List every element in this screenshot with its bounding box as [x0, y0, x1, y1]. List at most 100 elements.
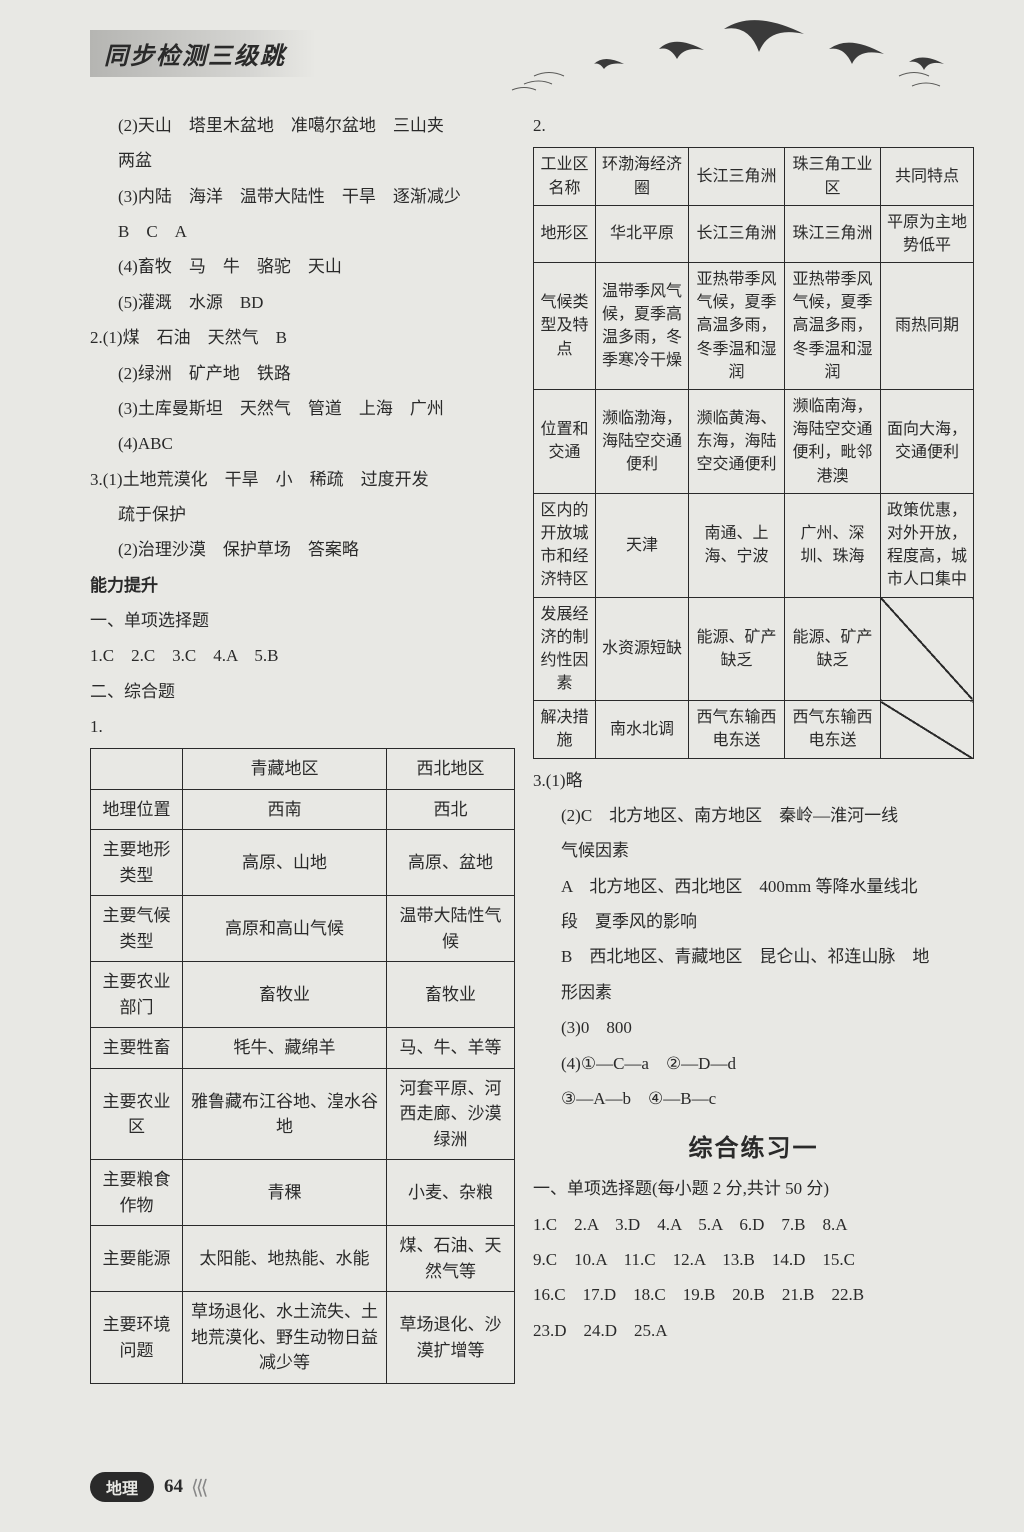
table-row: 主要农业区 雅鲁藏布江谷地、湟水谷地 河套平原、河西走廊、沙漠绿洲: [91, 1068, 515, 1160]
text-line: (3)内陆 海洋 温带大陆性 干旱 逐渐减少: [90, 179, 515, 214]
table-cell: 西气东输西电东送: [689, 701, 785, 758]
practice-answers: 一、单项选择题(每小题 2 分,共计 50 分) 1.C 2.A 3.D 4.A…: [533, 1171, 974, 1348]
table-cell: 主要农业区: [91, 1068, 183, 1160]
table-cell: 高原、山地: [183, 830, 387, 896]
text-line: (3)土库曼斯坦 天然气 管道 上海 广州: [90, 391, 515, 426]
comparison-table-2: 工业区名称 环渤海经济圈 长江三角洲 珠三角工业区 共同特点 地形区 华北平原 …: [533, 147, 974, 758]
table-cell: 煤、石油、天然气等: [387, 1226, 515, 1292]
table-cell: 气候类型及特点: [534, 263, 596, 390]
practice-title: 综合练习一: [533, 1128, 974, 1163]
comparison-table-1: 青藏地区 西北地区 地理位置 西南 西北 主要地形类型 高原、山地 高原、盆地 …: [90, 748, 515, 1384]
table-cell: 解决措施: [534, 701, 596, 758]
table-cell-diagonal: [880, 701, 973, 758]
table-cell: 位置和交通: [534, 390, 596, 494]
table-row: 地理位置 西南 西北: [91, 789, 515, 830]
table-cell: 亚热带季风气候，夏季高温多雨，冬季温和湿润: [784, 263, 880, 390]
table-cell: 地形区: [534, 205, 596, 262]
text-line: 3.(1)土地荒漠化 干旱 小 稀疏 过度开发: [90, 462, 515, 497]
text-line: B C A: [90, 214, 515, 249]
footer-page-number: 64: [164, 1476, 183, 1498]
table-cell: 主要牲畜: [91, 1028, 183, 1069]
table-row: 主要农业部门 畜牧业 畜牧业: [91, 962, 515, 1028]
text-line: 疏于保护: [90, 497, 515, 532]
table-cell: 长江三角洲: [689, 148, 785, 205]
page-title: 同步检测三级跳: [90, 30, 316, 77]
table-row: 主要环境问题 草场退化、水土流失、土地荒漠化、野生动物日益减少等 草场退化、沙漠…: [91, 1292, 515, 1384]
table-cell: 能源、矿产缺乏: [784, 597, 880, 701]
table-row: 主要地形类型 高原、山地 高原、盆地: [91, 830, 515, 896]
table-cell: 西北: [387, 789, 515, 830]
left-text-block: (2)天山 塔里木盆地 准噶尔盆地 三山夹 两盆 (3)内陆 海洋 温带大陆性 …: [90, 108, 515, 744]
table-row: 位置和交通 濒临渤海，海陆空交通便利 濒临黄海、东海，海陆空交通便利 濒临南海，…: [534, 390, 974, 494]
table-cell: 政策优惠，对外开放，程度高，城市人口集中: [880, 493, 973, 597]
table-cell: 平原为主地势低平: [880, 205, 973, 262]
table-cell: 华北平原: [596, 205, 689, 262]
text-line: (4)①—C—a ②—D—d: [533, 1046, 974, 1081]
text-line: 1.C 2.A 3.D 4.A 5.A 6.D 7.B 8.A: [533, 1207, 974, 1242]
table-row: 工业区名称 环渤海经济圈 长江三角洲 珠三角工业区 共同特点: [534, 148, 974, 205]
table-cell: 共同特点: [880, 148, 973, 205]
footer-subject-badge: 地理: [90, 1472, 154, 1502]
text-line: 3.(1)略: [533, 763, 974, 798]
table-cell: 青藏地区: [183, 749, 387, 790]
table-cell: 长江三角洲: [689, 205, 785, 262]
table-cell: 草场退化、沙漠扩增等: [387, 1292, 515, 1384]
table-cell: 西南: [183, 789, 387, 830]
table-row: 主要粮食作物 青稞 小麦、杂粮: [91, 1160, 515, 1226]
table-cell: 南水北调: [596, 701, 689, 758]
table-cell: 濒临南海，海陆空交通便利，毗邻港澳: [784, 390, 880, 494]
table-cell: 畜牧业: [183, 962, 387, 1028]
table-cell: 高原、盆地: [387, 830, 515, 896]
table-cell: 马、牛、羊等: [387, 1028, 515, 1069]
table-cell: 主要气候类型: [91, 896, 183, 962]
text-line: A 北方地区、西北地区 400mm 等降水量线北: [533, 869, 974, 904]
table-cell: 珠三角工业区: [784, 148, 880, 205]
table-row: 青藏地区 西北地区: [91, 749, 515, 790]
table-cell: 地理位置: [91, 789, 183, 830]
right-text-block: 3.(1)略 (2)C 北方地区、南方地区 秦岭—淮河一线 气候因素 A 北方地…: [533, 763, 974, 1117]
text-line: 段 夏季风的影响: [533, 904, 974, 939]
text-line: 9.C 10.A 11.C 12.A 13.B 14.D 15.C: [533, 1242, 974, 1277]
main-columns: (2)天山 塔里木盆地 准噶尔盆地 三山夹 两盆 (3)内陆 海洋 温带大陆性 …: [90, 108, 974, 1384]
text-line: (2)天山 塔里木盆地 准噶尔盆地 三山夹: [90, 108, 515, 143]
table-cell: 面向大海，交通便利: [880, 390, 973, 494]
text-line: 2.: [533, 108, 974, 143]
text-line: (2)C 北方地区、南方地区 秦岭—淮河一线: [533, 798, 974, 833]
text-line: 23.D 24.D 25.A: [533, 1313, 974, 1348]
text-line: 两盆: [90, 143, 515, 178]
table-cell: 主要农业部门: [91, 962, 183, 1028]
table-cell: 珠江三角洲: [784, 205, 880, 262]
table-cell: 西北地区: [387, 749, 515, 790]
right-column: 2. 工业区名称 环渤海经济圈 长江三角洲 珠三角工业区 共同特点 地形区 华北…: [533, 108, 974, 1384]
text-line: (2)绿洲 矿产地 铁路: [90, 356, 515, 391]
table-cell: 西气东输西电东送: [784, 701, 880, 758]
left-column: (2)天山 塔里木盆地 准噶尔盆地 三山夹 两盆 (3)内陆 海洋 温带大陆性 …: [90, 108, 515, 1384]
text-line: 16.C 17.D 18.C 19.B 20.B 21.B 22.B: [533, 1277, 974, 1312]
text-line: (2)治理沙漠 保护草场 答案略: [90, 532, 515, 567]
text-line: 一、单项选择题: [90, 603, 515, 638]
table-cell: 太阳能、地热能、水能: [183, 1226, 387, 1292]
table-row: 地形区 华北平原 长江三角洲 珠江三角洲 平原为主地势低平: [534, 205, 974, 262]
table-cell: 温带季风气候，夏季高温多雨，冬季寒冷干燥: [596, 263, 689, 390]
text-line: B 西北地区、青藏地区 昆仑山、祁连山脉 地: [533, 939, 974, 974]
table-row: 主要牲畜 牦牛、藏绵羊 马、牛、羊等: [91, 1028, 515, 1069]
text-line: 形因素: [533, 975, 974, 1010]
section-heading: 能力提升: [90, 568, 515, 603]
table-row: 解决措施 南水北调 西气东输西电东送 西气东输西电东送: [534, 701, 974, 758]
page-footer: 地理 64 ⟨⟨⟨: [90, 1472, 205, 1502]
text-line: ③—A—b ④—B—c: [533, 1081, 974, 1116]
text-line: 一、单项选择题(每小题 2 分,共计 50 分): [533, 1171, 974, 1206]
table-cell: 天津: [596, 493, 689, 597]
table-cell: 濒临黄海、东海，海陆空交通便利: [689, 390, 785, 494]
table-cell: 温带大陆性气候: [387, 896, 515, 962]
table-cell: 青稞: [183, 1160, 387, 1226]
bird-decoration: [494, 14, 974, 94]
table-cell: 畜牧业: [387, 962, 515, 1028]
table-cell: 工业区名称: [534, 148, 596, 205]
table-cell: 发展经济的制约性因素: [534, 597, 596, 701]
table-cell: 牦牛、藏绵羊: [183, 1028, 387, 1069]
table-cell: 高原和高山气候: [183, 896, 387, 962]
page-header: 同步检测三级跳: [90, 30, 974, 90]
table-cell: 濒临渤海，海陆空交通便利: [596, 390, 689, 494]
table-row: 气候类型及特点 温带季风气候，夏季高温多雨，冬季寒冷干燥 亚热带季风气候，夏季高…: [534, 263, 974, 390]
